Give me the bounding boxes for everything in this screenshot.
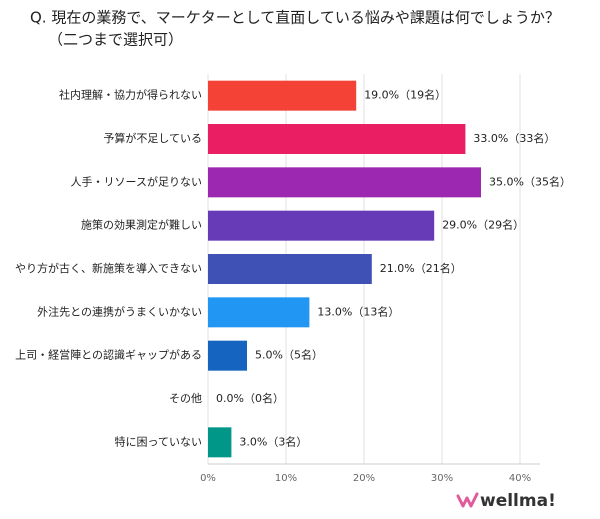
y-tick-label: 特に困っていない — [115, 434, 202, 448]
value-label: 33.0%（33名） — [473, 131, 555, 145]
bar — [208, 124, 466, 154]
value-label: 21.0%（21名） — [380, 261, 462, 275]
bar — [208, 297, 310, 328]
value-label: 19.0%（19名） — [364, 88, 446, 102]
bar — [208, 210, 435, 241]
logo: wellma! — [456, 491, 556, 511]
y-tick-label: 上司・経営陣との認識ギャップがある — [15, 348, 202, 362]
y-tick-label: 社内理解・協力が得られない — [59, 88, 202, 102]
y-tick-label: 人手・リソースが足りない — [71, 174, 202, 188]
value-label: 29.0%（29名） — [442, 218, 524, 232]
bar — [208, 167, 481, 198]
x-tick-label: 10% — [275, 473, 297, 484]
y-tick-label: その他 — [169, 392, 202, 405]
bar — [208, 254, 372, 284]
bar — [208, 80, 357, 111]
value-label: 5.0%（5名） — [255, 348, 323, 362]
x-tick-label: 20% — [353, 473, 375, 484]
bar — [208, 340, 247, 371]
chart-subtitle: （二つまで選択可） — [48, 31, 183, 49]
logo-icon — [456, 492, 479, 508]
y-tick-label: 予算が不足している — [103, 131, 202, 145]
y-tick-label: 外注先との連携がうまくいかない — [37, 304, 202, 318]
value-label: 3.0%（3名） — [239, 434, 307, 448]
value-label: 0.0%（0名） — [216, 391, 284, 405]
x-tick-label: 30% — [431, 473, 453, 484]
logo-text: wellma! — [480, 491, 556, 511]
y-tick-label: 施策の効果測定が難しい — [81, 218, 202, 232]
value-label: 35.0%（35名） — [489, 174, 571, 188]
y-tick-label: やり方が古く、新施策を導入できない — [15, 261, 202, 275]
value-label: 13.0%（13名） — [317, 304, 399, 318]
chart-title: Q. 現在の業務で、マーケターとして直面している悩みや課題は何でしょうか？ — [30, 9, 560, 27]
x-tick-label: 0% — [200, 473, 216, 484]
bar — [208, 427, 232, 458]
x-tick-label: 40% — [509, 473, 531, 484]
